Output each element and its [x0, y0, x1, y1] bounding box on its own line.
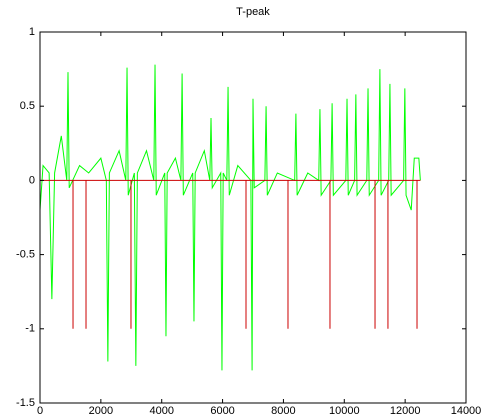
x-tick-label: 2000 [89, 405, 113, 417]
x-tick-label: 8000 [271, 405, 295, 417]
x-tick-label: 12000 [390, 405, 421, 417]
x-tick-label: 4000 [149, 405, 173, 417]
y-tick-label: 1 [29, 26, 35, 38]
plot-frame [39, 31, 467, 404]
x-tick-label: 14000 [451, 405, 482, 417]
x-tick-label: 10000 [329, 405, 360, 417]
y-tick-label: -1 [25, 323, 35, 335]
x-tick-label: 6000 [210, 405, 234, 417]
y-tick-label: -0.5 [16, 249, 35, 261]
y-tick-label: -1.5 [16, 397, 35, 409]
chart-title: T-peak [236, 6, 270, 18]
x-tick-label: 0 [37, 405, 43, 417]
series-line [40, 179, 421, 329]
y-tick-label: 0 [29, 174, 35, 186]
y-tick-label: 0.5 [20, 100, 35, 112]
